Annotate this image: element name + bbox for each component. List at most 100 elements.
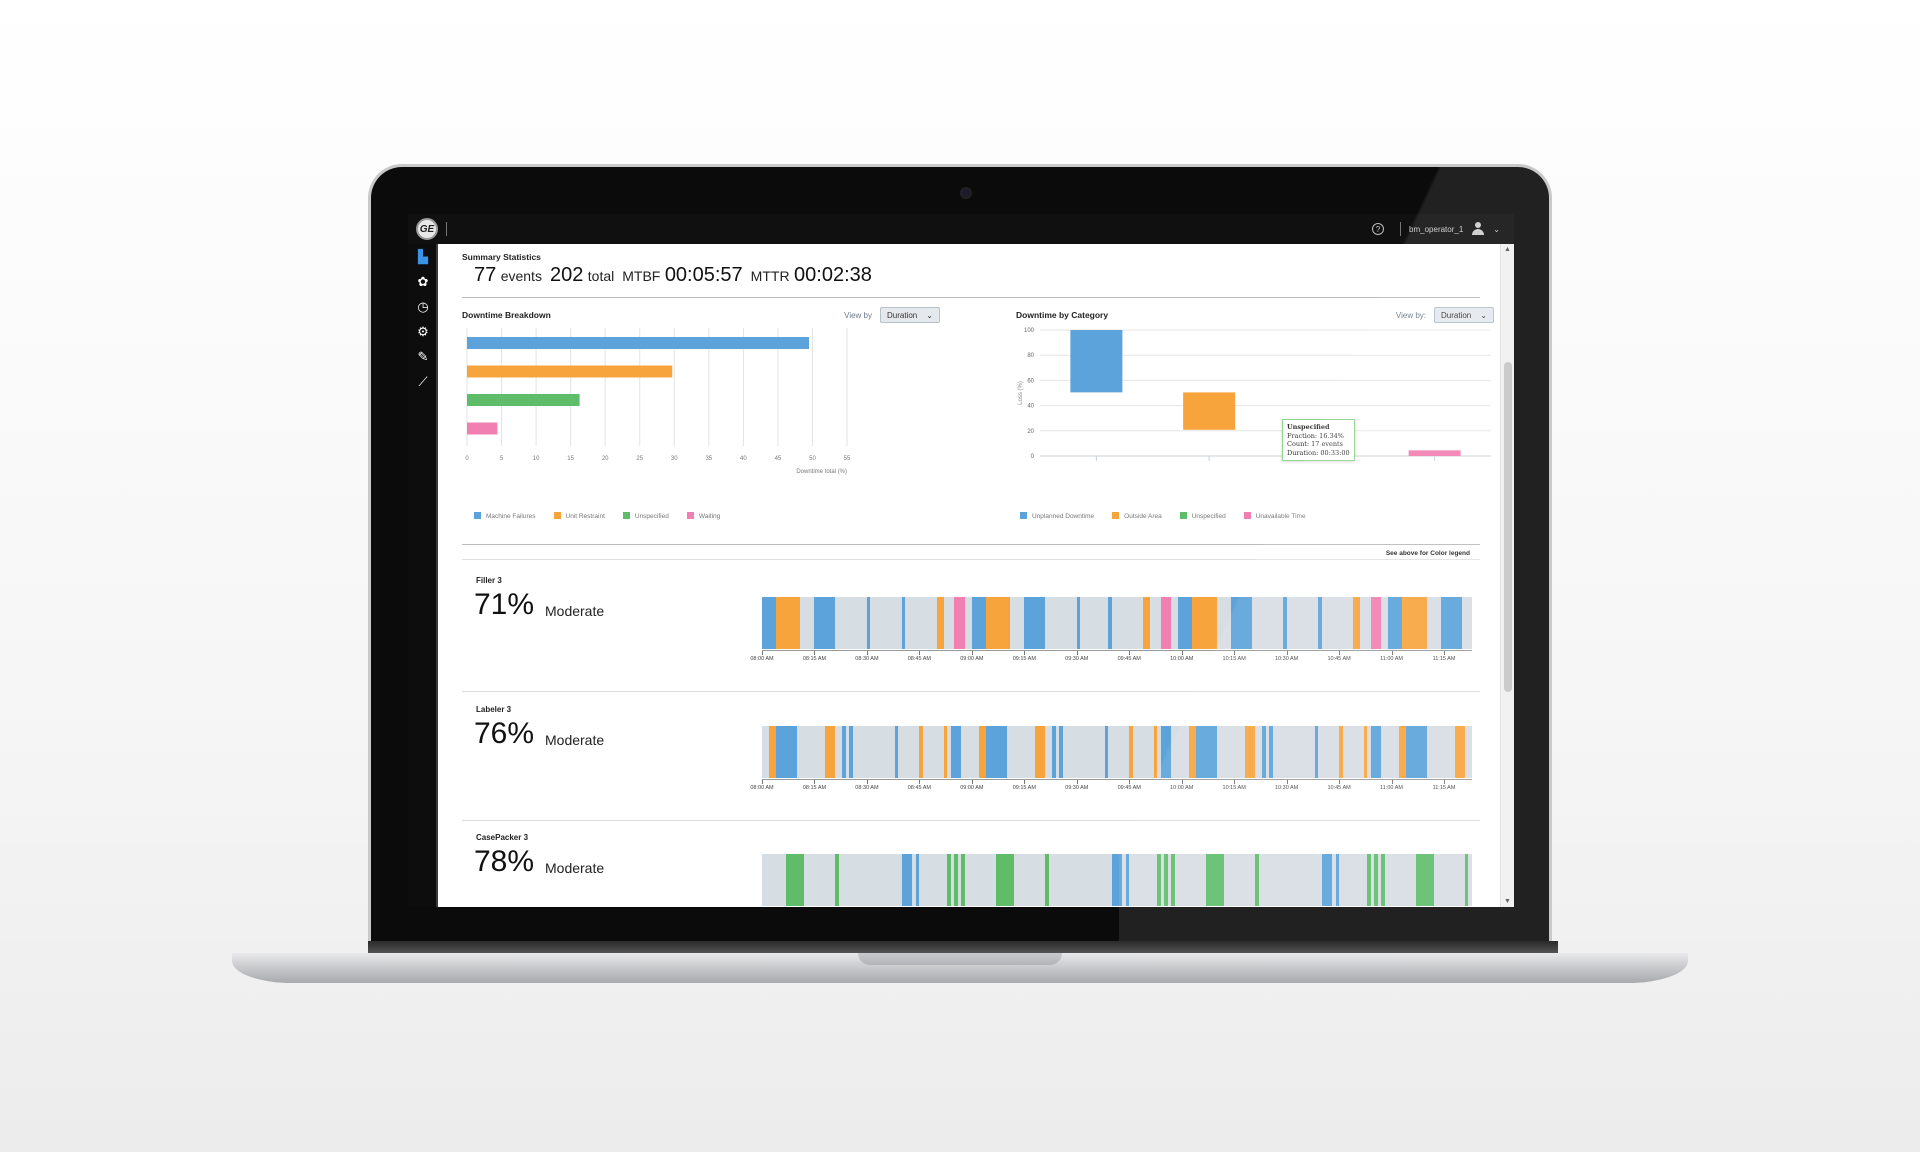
legend-item[interactable]: Waiting	[686, 512, 720, 520]
downtime-segment[interactable]	[1454, 725, 1465, 778]
sidebar-item-settings-icon[interactable]: ⚙	[417, 323, 429, 339]
downtime-segment[interactable]	[961, 854, 965, 906]
downtime-segment[interactable]	[943, 725, 948, 778]
downtime-segment[interactable]	[950, 725, 962, 778]
downtime-segment[interactable]	[1153, 725, 1158, 778]
downtime-segment[interactable]	[1157, 854, 1161, 906]
downtime-segment[interactable]	[1188, 725, 1196, 778]
downtime-segment[interactable]	[1108, 597, 1112, 649]
downtime-segment[interactable]	[814, 597, 836, 649]
downtime-segment[interactable]	[1160, 725, 1172, 778]
downtime-segment[interactable]	[1244, 725, 1256, 778]
downtime-segment[interactable]	[786, 854, 804, 906]
downtime-segment[interactable]	[1388, 597, 1403, 649]
station-timeline[interactable]	[762, 725, 1472, 778]
sidebar-item-clock-icon[interactable]: ◷	[417, 298, 429, 314]
downtime-segment[interactable]	[947, 854, 951, 906]
downtime-segment[interactable]	[1367, 854, 1371, 906]
downtime-segment[interactable]	[866, 597, 871, 649]
legend-item[interactable]: Outside Area	[1112, 512, 1162, 520]
downtime-segment[interactable]	[1440, 597, 1462, 649]
downtime-segment[interactable]	[1178, 597, 1193, 649]
downtime-segment[interactable]	[1269, 725, 1273, 778]
downtime-segment[interactable]	[1024, 597, 1046, 649]
downtime-segment[interactable]	[901, 597, 906, 649]
category-viewby-select[interactable]: Duration ⌄	[1434, 307, 1494, 323]
downtime-segment[interactable]	[978, 725, 986, 778]
downtime-segment[interactable]	[1262, 725, 1266, 778]
downtime-segment[interactable]	[1318, 597, 1322, 649]
downtime-segment[interactable]	[985, 597, 1011, 649]
downtime-segment[interactable]	[985, 725, 1007, 778]
downtime-segment[interactable]	[1111, 854, 1123, 906]
downtime-segment[interactable]	[1192, 597, 1217, 649]
help-icon[interactable]: ?	[1372, 223, 1385, 235]
downtime-segment[interactable]	[1104, 725, 1109, 778]
user-avatar-icon[interactable]	[1471, 222, 1485, 236]
legend-item[interactable]: Unavailable Time	[1243, 512, 1306, 520]
username[interactable]: bm_operator_1	[1409, 224, 1464, 234]
scroll-up-icon[interactable]: ▲	[1504, 246, 1511, 253]
downtime-segment[interactable]	[1321, 854, 1333, 906]
downtime-segment[interactable]	[1398, 725, 1406, 778]
downtime-segment[interactable]	[1283, 597, 1287, 649]
downtime-segment[interactable]	[954, 597, 965, 649]
downtime-segment[interactable]	[1405, 725, 1427, 778]
sidebar-item-edit-icon[interactable]: ✎	[417, 348, 429, 364]
downtime-segment[interactable]	[1370, 597, 1382, 649]
downtime-segment[interactable]	[1206, 854, 1224, 906]
scroll-thumb[interactable]	[1504, 362, 1512, 692]
downtime-segment[interactable]	[1164, 854, 1168, 906]
chevron-down-icon[interactable]: ⌄	[1493, 224, 1500, 234]
downtime-segment[interactable]	[936, 597, 944, 649]
downtime-segment[interactable]	[1402, 597, 1427, 649]
sidebar-item-network-icon[interactable]: ✿	[417, 273, 429, 289]
ge-logo[interactable]: GE	[416, 218, 438, 240]
scrollbar[interactable]: ▲ ▼	[1500, 244, 1514, 907]
downtime-segment[interactable]	[1052, 725, 1056, 778]
downtime-segment[interactable]	[1160, 597, 1172, 649]
station-timeline[interactable]	[762, 854, 1472, 906]
legend-item[interactable]: Machine Failures	[474, 512, 536, 520]
sidebar-item-factory-icon[interactable]: ▙	[418, 248, 428, 264]
downtime-segment[interactable]	[775, 725, 797, 778]
downtime-segment[interactable]	[1381, 854, 1385, 906]
downtime-segment[interactable]	[1230, 597, 1252, 649]
downtime-segment[interactable]	[1045, 854, 1049, 906]
downtime-segment[interactable]	[835, 854, 839, 906]
legend-item[interactable]: Unit Restraint	[553, 512, 605, 520]
downtime-segment[interactable]	[1314, 725, 1319, 778]
downtime-segment[interactable]	[1034, 725, 1046, 778]
downtime-segment[interactable]	[824, 725, 836, 778]
downtime-segment[interactable]	[915, 854, 920, 906]
downtime-segment[interactable]	[1374, 854, 1378, 906]
downtime-segment[interactable]	[971, 597, 986, 649]
downtime-segment[interactable]	[1125, 854, 1130, 906]
downtime-segment[interactable]	[1195, 725, 1217, 778]
downtime-segment[interactable]	[1353, 597, 1361, 649]
downtime-segment[interactable]	[919, 725, 923, 778]
downtime-segment[interactable]	[894, 725, 899, 778]
legend-item[interactable]: Unplanned Downtime	[1020, 512, 1094, 520]
downtime-segment[interactable]	[1370, 725, 1382, 778]
downtime-segment[interactable]	[996, 854, 1014, 906]
downtime-segment[interactable]	[762, 597, 776, 649]
scroll-down-icon[interactable]: ▼	[1504, 898, 1511, 905]
downtime-segment[interactable]	[849, 725, 853, 778]
downtime-segment[interactable]	[1143, 597, 1151, 649]
downtime-segment[interactable]	[1076, 597, 1081, 649]
downtime-segment[interactable]	[1171, 854, 1175, 906]
legend-item[interactable]: Unspecified	[622, 512, 669, 520]
downtime-segment[interactable]	[1255, 854, 1259, 906]
breakdown-viewby-select[interactable]: Duration ⌄	[880, 307, 940, 323]
downtime-segment[interactable]	[768, 725, 776, 778]
downtime-segment[interactable]	[1363, 725, 1368, 778]
downtime-segment[interactable]	[901, 854, 913, 906]
legend-item[interactable]: Unspecified	[1179, 512, 1226, 520]
downtime-segment[interactable]	[1339, 725, 1343, 778]
station-timeline[interactable]	[762, 597, 1472, 649]
downtime-segment[interactable]	[1335, 854, 1340, 906]
downtime-segment[interactable]	[954, 854, 958, 906]
downtime-segment[interactable]	[842, 725, 846, 778]
downtime-segment[interactable]	[1416, 854, 1434, 906]
